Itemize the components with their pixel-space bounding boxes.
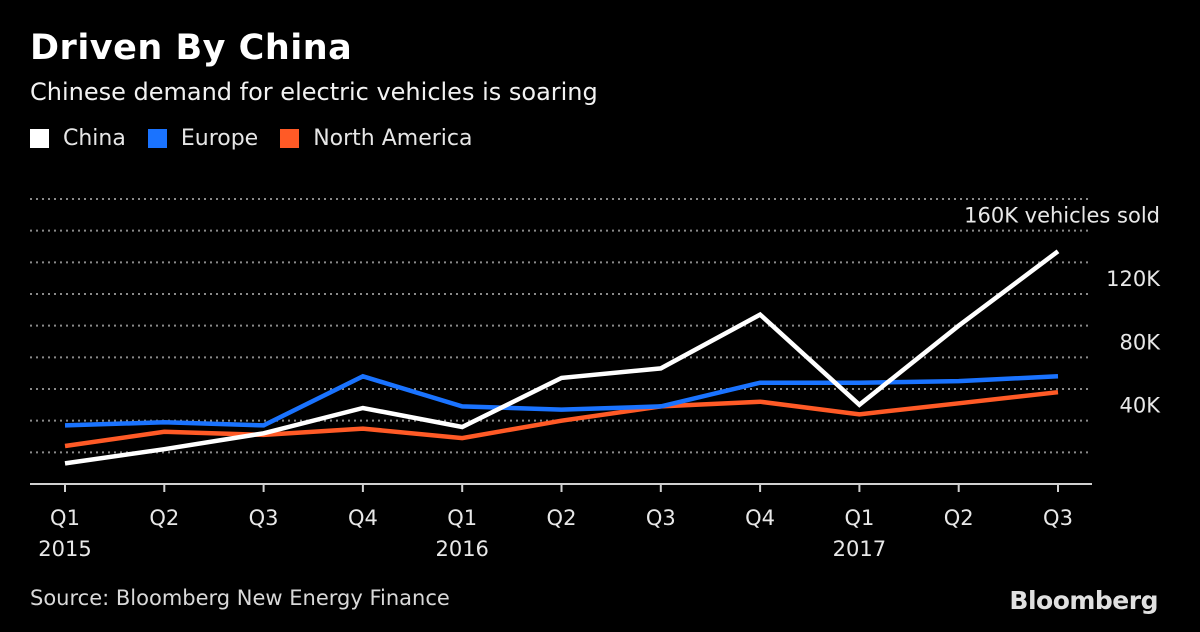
legend: China Europe North America: [30, 126, 495, 151]
x-tick-label-7: Q4: [745, 506, 775, 530]
x-tick-label-4: Q1: [447, 506, 477, 530]
series-lines: [64, 249, 1060, 466]
x-axis-ticks: Q1 2015 Q2 Q3 Q4 Q1 2016 Q2 Q3 Q4 Q1 2017 Q2 Q3: [38, 484, 1073, 561]
legend-swatch-china: [30, 129, 49, 148]
legend-swatch-europe: [147, 129, 167, 148]
x-year-label-4: 2016: [435, 537, 488, 561]
x-tick-label-3: Q4: [348, 506, 378, 530]
x-tick-label-0: Q1: [50, 506, 80, 530]
gridlines: [30, 198, 1092, 454]
source-note: Source: Bloomberg New Energy Finance: [30, 586, 450, 610]
legend-item-north-america: North America: [280, 126, 473, 151]
x-tick-label-8: Q1: [844, 506, 874, 530]
series-line-china: [64, 249, 1060, 466]
chart-subtitle: Chinese demand for electric vehicles is …: [30, 78, 598, 106]
legend-swatch-north-america: [280, 129, 300, 148]
x-tick-label-5: Q2: [547, 506, 577, 530]
x-year-label-0: 2015: [38, 537, 91, 561]
series-line-europe: [64, 373, 1059, 428]
legend-label-europe: Europe: [180, 126, 259, 151]
y-tick-label-0: 40K: [1120, 394, 1162, 418]
x-year-label-8: 2017: [833, 537, 886, 561]
x-tick-label-1: Q2: [149, 506, 179, 530]
x-tick-label-2: Q3: [249, 506, 279, 530]
chart-title: Driven By China: [30, 28, 353, 68]
x-tick-label-9: Q2: [944, 506, 974, 530]
x-tick-label-6: Q3: [646, 506, 676, 530]
y-tick-label-2: 120K: [1106, 267, 1161, 291]
bloomberg-logo: Bloomberg: [1009, 586, 1158, 615]
legend-label-north-america: North America: [313, 126, 473, 151]
y-tick-label-1: 80K: [1120, 330, 1162, 354]
legend-label-china: China: [63, 126, 126, 151]
series-line-north-america: [64, 389, 1059, 449]
y-axis-labels: 40K 80K 120K 160K vehicles sold: [964, 204, 1161, 418]
x-tick-label-10: Q3: [1043, 506, 1073, 530]
y-tick-label-3: 160K vehicles sold: [964, 204, 1160, 228]
legend-item-europe: Europe: [147, 126, 259, 151]
legend-item-china: China: [30, 126, 126, 151]
